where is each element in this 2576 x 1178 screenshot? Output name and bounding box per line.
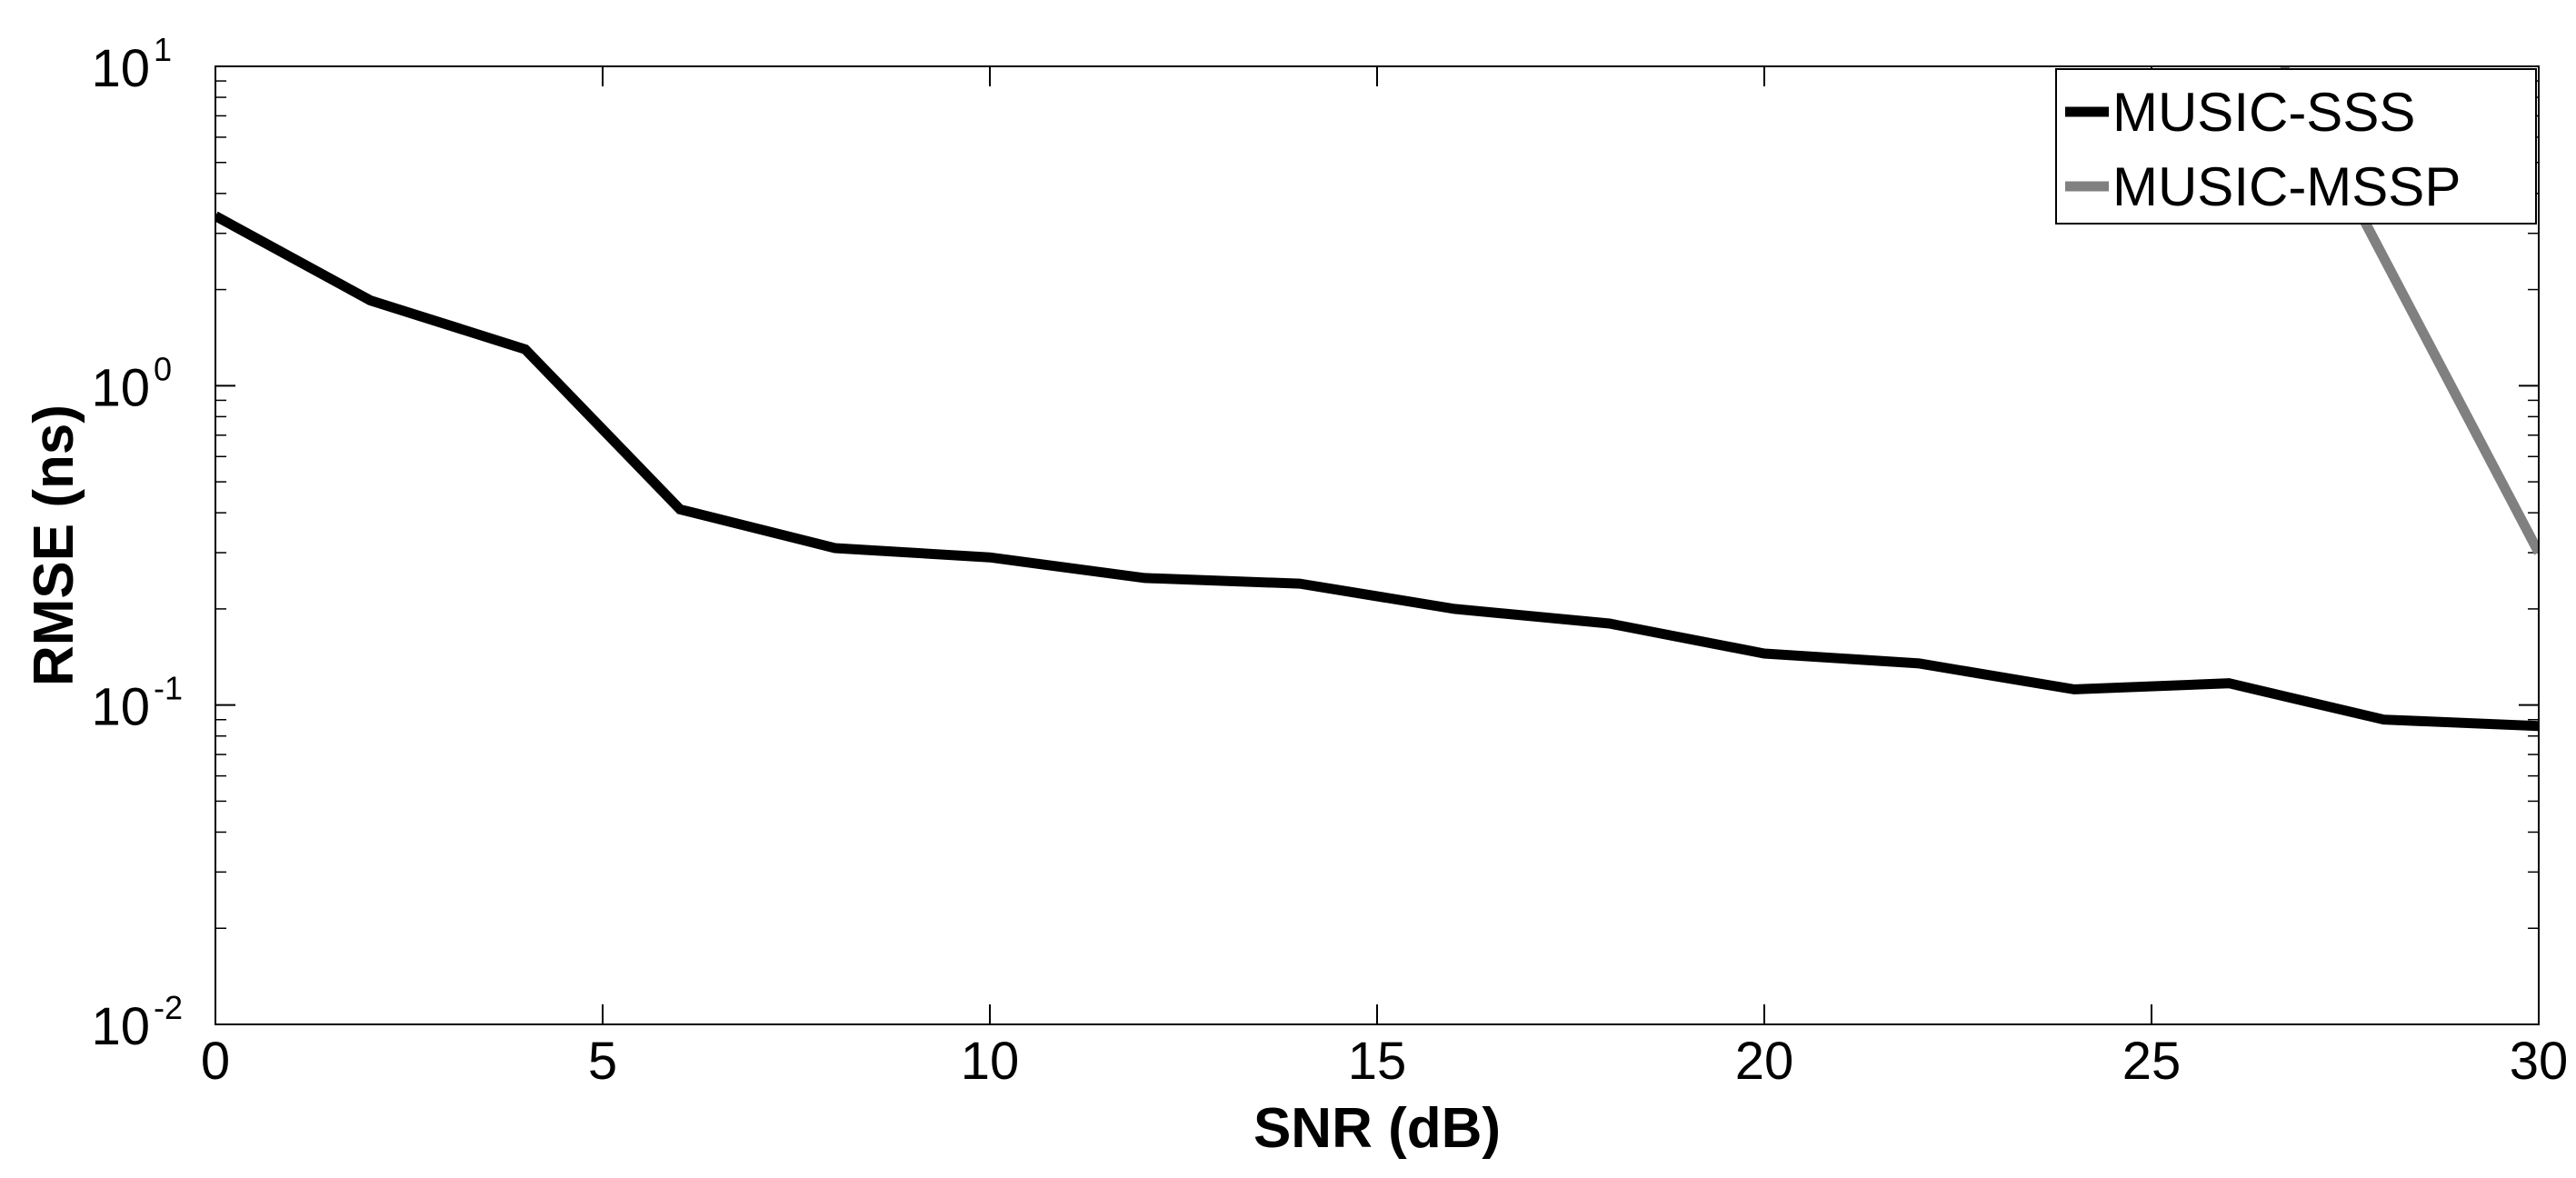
x-tick-label: 30 (2510, 1032, 2569, 1091)
legend: MUSIC-SSS MUSIC-MSSP (2055, 68, 2537, 225)
legend-label-music-mssp: MUSIC-MSSP (2112, 156, 2461, 217)
y-tick-label: 10 -1 (91, 670, 183, 737)
x-tick-label: 10 (961, 1032, 1020, 1091)
legend-label-music-sss: MUSIC-SSS (2112, 82, 2415, 143)
y-tick-label: 10 1 (91, 31, 172, 98)
y-tick-base: 10 (91, 39, 150, 98)
y-tick-base: 10 (91, 997, 150, 1056)
legend-box (2055, 68, 2537, 225)
series-line-music-sss (215, 211, 2539, 732)
x-tick-label: 15 (1348, 1032, 1407, 1091)
plot-frame (215, 65, 2540, 1025)
x-tick-label: 0 (201, 1032, 230, 1091)
x-tick-labels: 0 5 10 15 20 25 30 (201, 1032, 2568, 1091)
y-tick-exponent: -2 (154, 989, 183, 1026)
y-tick-base: 10 (91, 358, 150, 417)
y-tick-label: 10 0 (91, 350, 172, 417)
x-tick-label: 5 (588, 1032, 617, 1091)
y-tick-base: 10 (91, 678, 150, 737)
y-tick-exponent: -1 (154, 670, 183, 707)
x-tick-label: 25 (2122, 1032, 2182, 1091)
y-tick-label: 10 -2 (91, 989, 183, 1056)
y-tick-exponent: 0 (154, 350, 172, 387)
y-tick-exponent: 1 (154, 31, 172, 68)
x-axis-title: SNR (dB) (1253, 1097, 1501, 1160)
y-axis-title: RMSE (ns) (23, 404, 85, 686)
plot-area (215, 66, 2539, 1024)
x-tick-label: 20 (1735, 1032, 1794, 1091)
